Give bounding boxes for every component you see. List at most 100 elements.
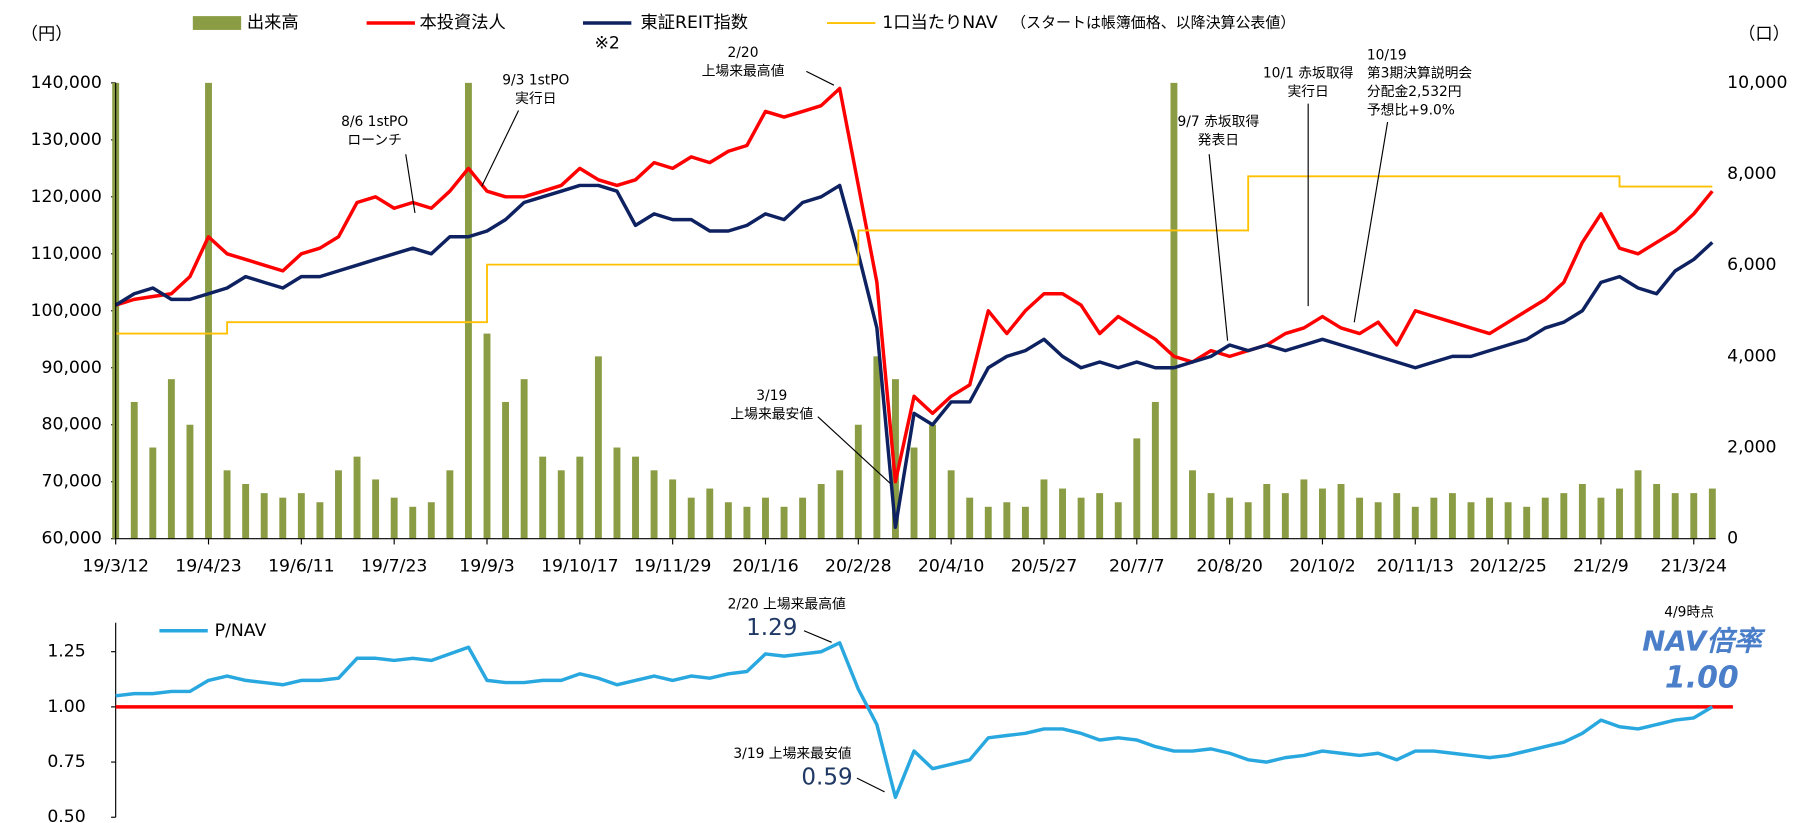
annotation: 3/19 [756,388,787,404]
legend-label: 東証REIT指数 [641,13,749,33]
annotation: 8/6 1stPO [341,114,408,130]
value-label: 1.29 [746,615,797,641]
leader-line [1208,154,1229,341]
volume-bar [483,333,491,539]
volume-bar [706,488,714,539]
volume-bar [1133,438,1141,539]
volume-bar [836,470,844,539]
volume-bar [539,456,547,539]
y-tick-label: 1.00 [47,697,85,717]
x-tick-label: 20/7/7 [1109,556,1165,576]
annotation: 2/20 上場来最高値 [728,595,846,612]
volume-bar [854,424,862,539]
volume-bar [1337,483,1345,539]
legend-label: P/NAV [215,621,267,641]
x-tick-label: 20/12/25 [1469,556,1546,576]
leader-line [817,416,891,484]
x-tick-label: 20/8/20 [1196,556,1263,576]
volume-bar [1597,497,1605,539]
value-label: 0.59 [801,765,852,791]
x-tick-label: 21/2/9 [1573,556,1629,576]
volume-bar [1411,506,1419,539]
annotation: 実行日 [1287,84,1328,100]
volume-bar [1430,497,1438,539]
pnav-line [115,641,1714,800]
leader-line [803,630,832,643]
leader-line [806,70,835,86]
y-tick-label: 90,000 [42,358,102,378]
annotation: 発表日 [1198,132,1239,148]
x-tick-label: 21/3/24 [1661,556,1728,576]
y-tick-label: 120,000 [31,187,102,207]
x-tick-label: 20/5/27 [1011,556,1078,576]
volume-bar [1207,493,1215,539]
x-tick-label: 19/7/23 [361,556,428,576]
annotation: 上場来最高値 [702,62,785,79]
volume-bar [1356,497,1364,539]
y-tick-label: 80,000 [42,415,102,435]
volume-bar [1448,493,1456,539]
volume-bar [613,447,621,539]
volume-bar [1151,401,1159,539]
volume-bar [1300,479,1308,539]
volume-bar [1189,470,1196,539]
volume-bar [1114,502,1122,539]
annotation: 10/1 赤坂取得 [1263,65,1354,82]
volume-bar [1281,493,1289,539]
y-tick-label: 1.25 [47,642,85,662]
volume-bar [817,483,825,539]
volume-bar [1263,483,1271,539]
x-tick-label: 19/6/11 [268,556,335,576]
volume-bar [1059,488,1066,539]
volume-bar [1523,506,1531,539]
volume-bar [205,82,212,539]
x-tick-label: 20/10/2 [1289,556,1356,576]
volume-bar [390,497,398,539]
volume-bar [966,497,974,539]
y2-tick-label: 6,000 [1727,255,1776,275]
price-line [115,86,1714,484]
legend-note: （スタートは帳簿価格、以降決算公表値） [1011,14,1295,32]
volume-bar [1040,479,1048,539]
volume-bar [409,506,417,539]
y-tick-label: 100,000 [31,301,102,321]
volume-bar [687,497,695,539]
volume-bar [1486,497,1494,539]
volume-bar [279,497,287,539]
volume-bar [743,506,751,539]
annotation: NAV倍率 [1642,624,1766,657]
volume-bar [984,506,992,539]
volume-bar [149,447,157,539]
annotation: 9/7 赤坂取得 [1177,113,1259,130]
volume-bar [446,470,454,539]
volume-bar [1003,502,1011,539]
annotation: ※2 [594,34,619,54]
nav-line [115,175,1713,335]
volume-bar [372,479,380,539]
volume-bar [316,502,324,539]
x-tick-label: 19/9/3 [459,556,515,576]
volume-bar [1690,493,1698,539]
volume-bar [1021,506,1029,539]
annotation: 第3期決算説明会 [1367,65,1473,82]
annotation: 9/3 1stPO [502,73,569,89]
volume-bar [1671,493,1679,539]
y-tick-label: 140,000 [31,73,102,93]
y2-unit-label: （口） [1738,25,1790,45]
volume-bar [669,479,677,539]
volume-bar [929,424,937,539]
legend-label: 出来高 [247,13,299,33]
volume-bar [353,456,361,539]
y2-tick-label: 0 [1727,529,1738,549]
volume-bar [576,456,584,539]
volume-bar [557,470,565,539]
legend-swatch [192,16,242,30]
volume-bar [873,356,881,539]
volume-bar [650,470,658,539]
annotation: 3/19 上場来最安値 [733,746,851,762]
volume-bar [891,379,899,539]
volume-bar [594,356,602,539]
leader-line [405,154,416,214]
y2-tick-label: 10,000 [1727,73,1787,93]
